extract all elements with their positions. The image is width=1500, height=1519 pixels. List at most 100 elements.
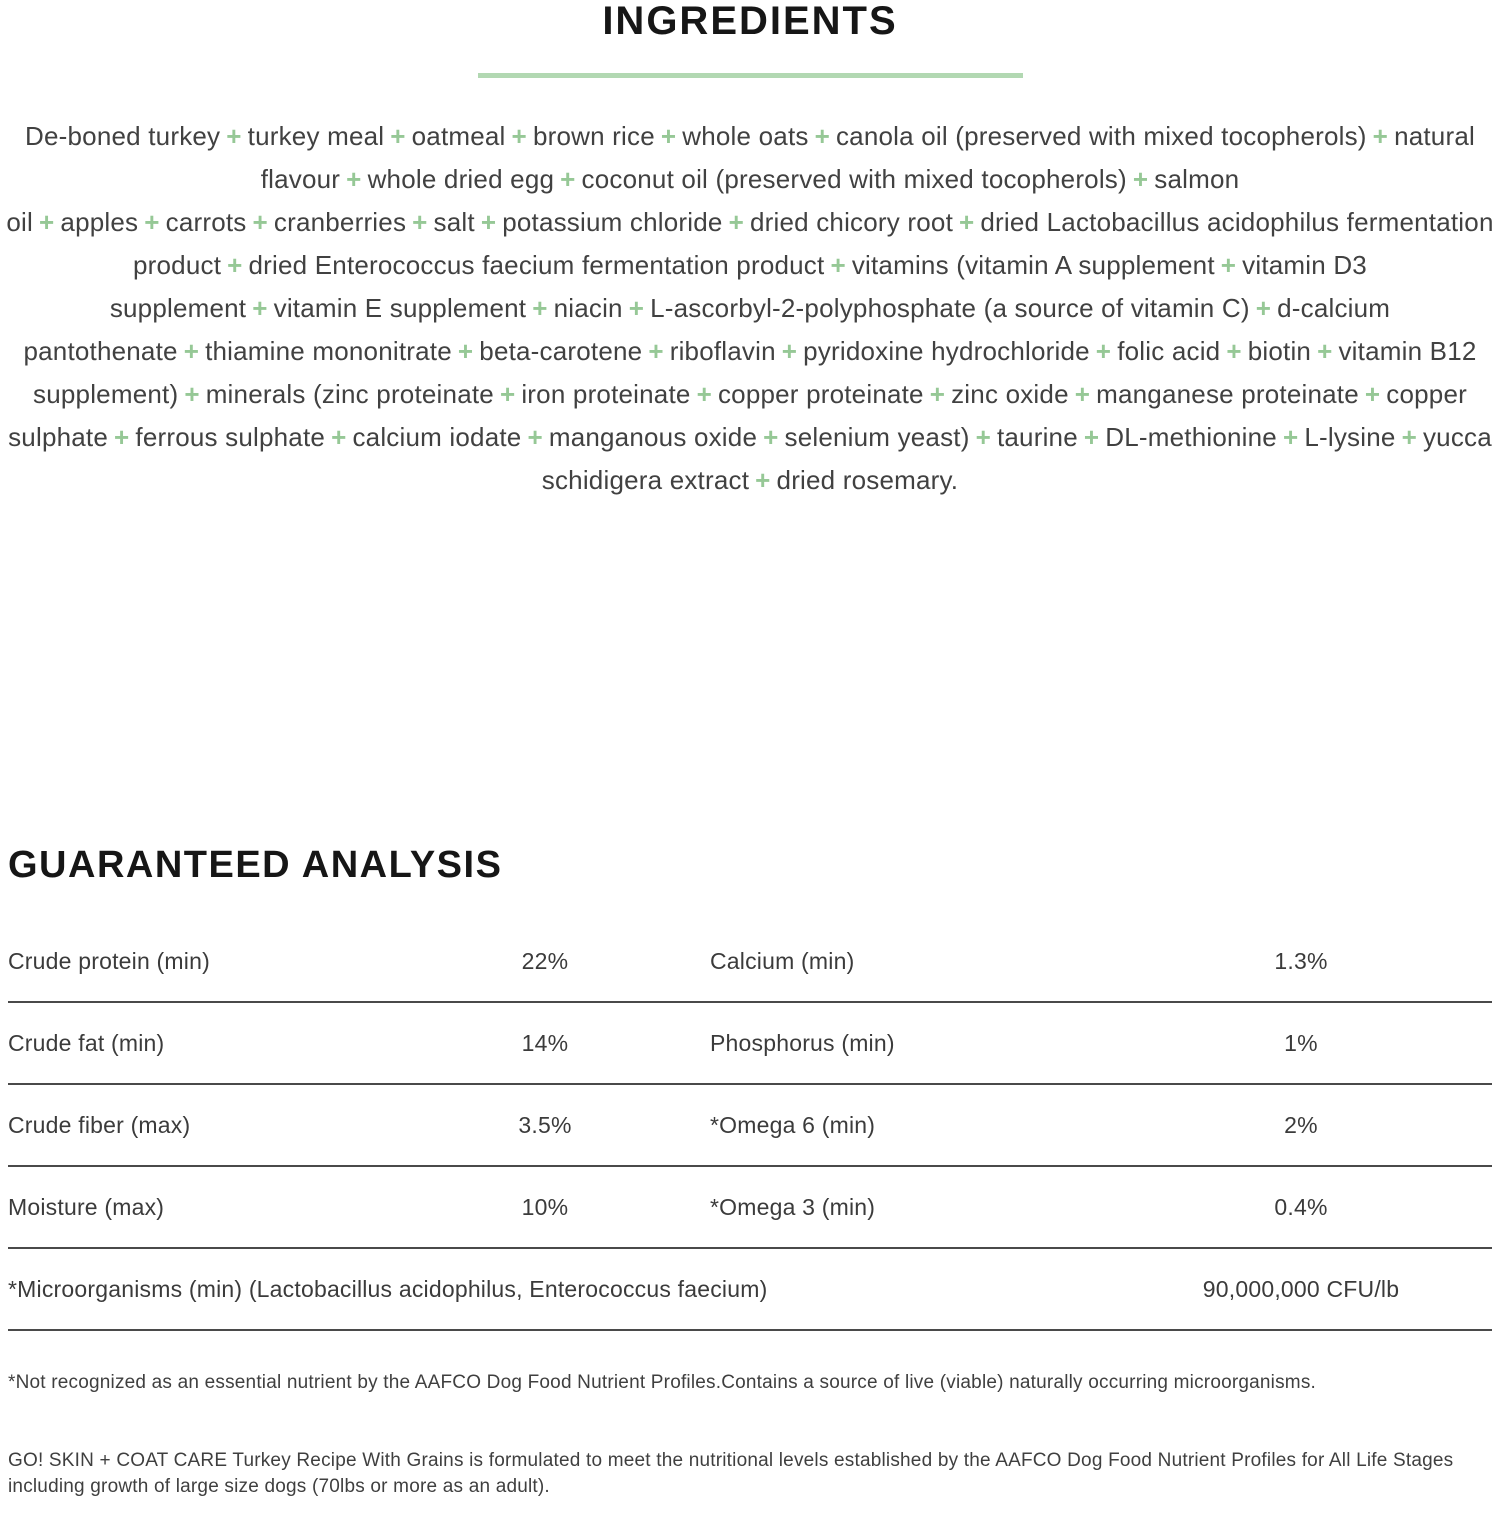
- ingredient-item: turkey meal: [247, 121, 385, 151]
- table-row: Crude protein (min) 22% Calcium (min) 1.3%: [8, 921, 1492, 1003]
- plus-separator-icon: +: [1317, 336, 1333, 366]
- ingredients-list: De-boned turkey + turkey meal + oatmeal + brow…: [6, 115, 1494, 502]
- ingredient-item: salmon oil: [6, 164, 1240, 237]
- plus-separator-icon: +: [183, 336, 200, 366]
- plus-separator-icon: +: [226, 121, 242, 151]
- analysis-label: Crude fiber (max): [8, 1111, 191, 1138]
- footnote-formulation: GO! SKIN + COAT CARE Turkey Recipe With …: [8, 1450, 1454, 1497]
- analysis-value: 10%: [521, 1193, 569, 1220]
- ingredient-item: riboflavin: [669, 336, 776, 366]
- table-row: Crude fat (min) 14% Phosphorus (min) 1%: [8, 1003, 1492, 1085]
- plus-separator-icon: +: [346, 164, 362, 194]
- ingredient-item: minerals (zinc proteinate: [205, 379, 494, 409]
- ingredient-item: vitamin D3 supplement: [109, 250, 1367, 323]
- ingredient-item: copper proteinate: [717, 379, 924, 409]
- ingredient-item: iron proteinate: [521, 379, 691, 409]
- plus-separator-icon: +: [252, 293, 268, 323]
- plus-separator-icon: +: [1074, 379, 1091, 409]
- plus-separator-icon: +: [830, 250, 846, 280]
- plus-separator-icon: +: [1372, 121, 1389, 151]
- ingredient-item: De-boned turkey: [25, 121, 221, 151]
- ingredient-item: dried Enterococcus faecium fermentation …: [248, 250, 825, 280]
- table-row: Moisture (max) 10% *Omega 3 (min) 0.4%: [8, 1167, 1492, 1249]
- analysis-value: 90,000,000 CFU/lb: [1202, 1275, 1400, 1302]
- plus-separator-icon: +: [412, 207, 428, 237]
- analysis-value: 2%: [1284, 1111, 1318, 1138]
- plus-separator-icon: +: [660, 121, 677, 151]
- plus-separator-icon: +: [532, 293, 548, 323]
- plus-separator-icon: +: [480, 207, 497, 237]
- plus-separator-icon: +: [696, 379, 712, 409]
- ingredient-item: vitamin E supplement: [273, 293, 527, 323]
- ingredient-item: L-lysine: [1304, 422, 1396, 452]
- plus-separator-icon: +: [1282, 422, 1299, 452]
- ingredients-title: INGREDIENTS: [602, 0, 898, 43]
- plus-separator-icon: +: [527, 422, 543, 452]
- guaranteed-analysis-title: GUARANTEED ANALYSIS: [8, 844, 503, 886]
- ingredient-item: folic acid: [1117, 336, 1221, 366]
- guaranteed-analysis-table: Crude protein (min) 22% Calcium (min) 1.3% C…: [8, 921, 1492, 1249]
- ingredient-item: dried chicory root: [749, 207, 953, 237]
- ingredient-item: dried rosemary.: [776, 465, 959, 495]
- ingredient-item: taurine: [996, 422, 1078, 452]
- plus-separator-icon: +: [1220, 250, 1237, 280]
- table-row-microorganisms: *Microorganisms (min) (Lactobacillus aci…: [8, 1249, 1492, 1331]
- ingredient-item: yucca schidigera extract: [541, 422, 1492, 495]
- footnote-aafco: *Not recognized as an essential nutrient…: [8, 1372, 1317, 1393]
- ingredient-item: canola oil (preserved with mixed tocophe…: [835, 121, 1367, 151]
- plus-separator-icon: +: [390, 121, 406, 151]
- guaranteed-analysis-section: GUARANTEED ANALYSIS Crude protein (min) 2…: [8, 845, 1492, 1519]
- analysis-label: *Omega 3 (min): [710, 1193, 876, 1220]
- ingredient-item: biotin: [1247, 336, 1312, 366]
- ingredient-item: whole dried egg: [367, 164, 555, 194]
- plus-separator-icon: +: [114, 422, 130, 452]
- ingredient-item: oatmeal: [411, 121, 506, 151]
- ingredient-item: manganese proteinate: [1096, 379, 1359, 409]
- analysis-label: Crude protein (min): [8, 947, 210, 974]
- analysis-value: 14%: [521, 1029, 569, 1056]
- plus-separator-icon: +: [763, 422, 779, 452]
- ingredient-item: apples: [60, 207, 139, 237]
- plus-separator-icon: +: [499, 379, 516, 409]
- plus-separator-icon: +: [1095, 336, 1112, 366]
- ingredient-item: cranberries: [273, 207, 407, 237]
- plus-separator-icon: +: [728, 207, 744, 237]
- plus-separator-icon: +: [144, 207, 160, 237]
- plus-separator-icon: +: [648, 336, 664, 366]
- ingredient-item: potassium chloride: [502, 207, 723, 237]
- table-row: Crude fiber (max) 3.5% *Omega 6 (min) 2%: [8, 1085, 1492, 1167]
- plus-separator-icon: +: [331, 422, 347, 452]
- plus-separator-icon: +: [184, 379, 200, 409]
- ingredient-item: thiamine mononitrate: [205, 336, 452, 366]
- ingredient-item: salt: [433, 207, 475, 237]
- ingredient-item: d-calcium pantothenate: [23, 293, 1391, 366]
- ingredient-item: copper sulphate: [8, 379, 1467, 452]
- plus-separator-icon: +: [781, 336, 798, 366]
- analysis-label: Calcium (min): [710, 947, 855, 974]
- ingredient-item: DL-methionine: [1105, 422, 1277, 452]
- ingredient-item: beta-carotene: [479, 336, 643, 366]
- analysis-value: 3.5%: [518, 1111, 572, 1138]
- plus-separator-icon: +: [560, 164, 576, 194]
- plus-separator-icon: +: [39, 207, 55, 237]
- ingredients-section: INGREDIENTS De-boned turkey + turkey meal +…: [0, 0, 1500, 502]
- analysis-label: Crude fat (min): [8, 1029, 165, 1056]
- plus-separator-icon: +: [1226, 336, 1242, 366]
- analysis-value: 1.3%: [1274, 947, 1328, 974]
- plus-separator-icon: +: [929, 379, 946, 409]
- ingredient-item: calcium iodate: [352, 422, 522, 452]
- ingredient-item: L-ascorbyl-2-polyphosphate (a source of …: [650, 293, 1250, 323]
- plus-separator-icon: +: [1132, 164, 1149, 194]
- plus-separator-icon: +: [959, 207, 975, 237]
- analysis-value: 1%: [1284, 1029, 1318, 1056]
- analysis-label: *Microorganisms (min) (Lactobacillus aci…: [8, 1275, 768, 1302]
- plus-separator-icon: +: [1364, 379, 1381, 409]
- analysis-value: 22%: [521, 947, 569, 974]
- plus-separator-icon: +: [628, 293, 645, 323]
- plus-separator-icon: +: [457, 336, 474, 366]
- plus-separator-icon: +: [511, 121, 527, 151]
- ingredient-item: ferrous sulphate: [135, 422, 326, 452]
- ingredient-item: selenium yeast): [784, 422, 970, 452]
- analysis-value: 0.4%: [1274, 1193, 1328, 1220]
- ingredient-item: coconut oil (preserved with mixed tocoph…: [581, 164, 1127, 194]
